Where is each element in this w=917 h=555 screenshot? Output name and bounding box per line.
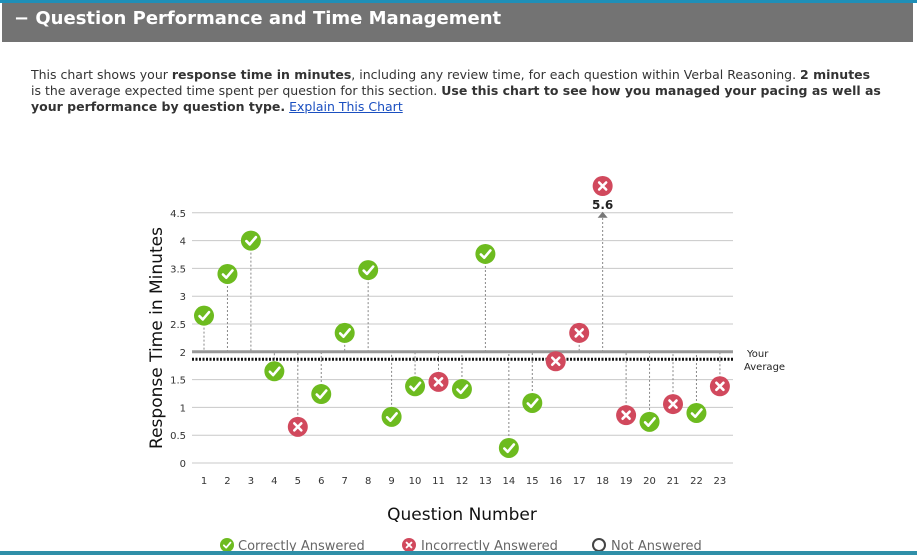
y-tick-label: 4 [180,237,186,248]
x-tick-label: 20 [643,476,656,487]
x-tick-label: 13 [479,476,492,487]
y-tick-label: 0 [180,459,186,470]
y-tick-label: 2 [180,348,186,359]
section-title: Question Performance and Time Management [35,8,502,29]
y-tick-label: 2.5 [170,320,186,331]
x-tick-label: 7 [342,476,348,487]
x-tick-label: 21 [667,476,680,487]
average-label: Your [746,349,769,360]
x-tick-label: 10 [409,476,422,487]
collapse-icon[interactable]: − [14,8,30,29]
check-icon [362,265,375,276]
check-icon [526,398,539,409]
x-icon [550,356,561,367]
x-icon [405,541,413,549]
check-icon [643,417,656,427]
check-icon [222,541,232,549]
y-tick-label: 1.5 [170,376,186,387]
y-axis-label: Response Time in Minutes [147,227,167,449]
x-tick-label: 11 [432,476,445,487]
check-icon [690,408,703,419]
top-accent-line [0,0,917,3]
x-tick-label: 1 [201,476,207,487]
average-label: Average [744,362,785,373]
correct-marker [311,384,332,405]
x-tick-label: 19 [620,476,633,487]
y-tick-label: 1 [180,403,186,414]
desc-bold: Use this chart to see how you managed yo… [31,83,881,114]
x-tick-label: 18 [596,476,609,487]
x-icon [597,181,608,191]
x-axis-label: Question Number [387,505,537,525]
correct-marker [264,361,285,382]
x-tick-label: 5 [295,476,301,487]
legend-correct: Correctly Answered [238,539,365,554]
correct-marker [405,376,426,397]
correct-marker [475,243,496,264]
desc-text: is the average expected time spent per q… [31,83,442,98]
correct-marker [498,437,519,458]
x-icon [715,381,725,392]
legend-incorrect: Incorrectly Answered [421,539,558,554]
x-tick-label: 4 [271,476,277,487]
bottom-accent-line [0,551,917,555]
section-header[interactable]: − Question Performance and Time Manageme… [2,3,913,42]
desc-text: This chart shows your [31,67,172,82]
correct-marker [358,260,379,281]
overflow-value-label: 5.6 [592,198,613,212]
y-tick-label: 3.5 [170,264,186,275]
x-icon [668,399,678,409]
check-icon [338,328,351,338]
correct-marker [194,305,214,326]
check-icon [268,366,281,377]
check-icon [245,235,258,246]
explain-chart-link[interactable]: Explain This Chart [289,99,403,114]
correct-marker [639,411,660,432]
overflow-arrow-icon [597,211,608,218]
x-icon [293,422,303,432]
desc-bold: 2 minutes [800,67,871,82]
correct-marker [217,263,238,284]
y-tick-label: 4.5 [170,209,186,220]
correct-marker [451,379,472,400]
x-icon [574,328,584,338]
x-tick-label: 9 [388,476,394,487]
x-icon [621,410,631,420]
correct-marker [522,392,543,413]
x-tick-label: 8 [365,476,371,487]
check-icon [221,269,234,280]
check-icon [456,384,469,395]
x-tick-label: 17 [573,476,586,487]
check-icon [409,381,422,392]
x-tick-label: 16 [549,476,562,487]
x-icon [433,377,444,387]
check-icon [198,310,211,321]
correct-marker [381,406,402,427]
check-icon [315,389,328,400]
y-tick-label: 3 [180,292,186,303]
check-icon [385,412,398,422]
correct-marker [334,322,355,343]
y-tick-label: 0.5 [170,431,186,442]
check-icon [479,249,492,260]
check-icon [503,443,516,454]
legend-not-answered: Not Answered [611,539,702,554]
correct-marker [220,538,234,552]
correct-marker [240,230,261,251]
not-answered-marker [592,538,606,552]
desc-text: , including any review time, for each qu… [351,67,801,82]
desc-bold: response time in minutes [171,67,352,82]
correct-marker [686,402,707,423]
chart-description: This chart shows your response time in m… [31,67,881,115]
x-tick-label: 15 [526,476,539,487]
x-tick-label: 2 [224,476,230,487]
x-tick-label: 23 [714,476,727,487]
x-tick-label: 6 [318,476,324,487]
x-tick-label: 22 [690,476,703,487]
x-tick-label: 3 [248,476,254,487]
x-tick-label: 14 [502,476,515,487]
x-tick-label: 12 [456,476,469,487]
